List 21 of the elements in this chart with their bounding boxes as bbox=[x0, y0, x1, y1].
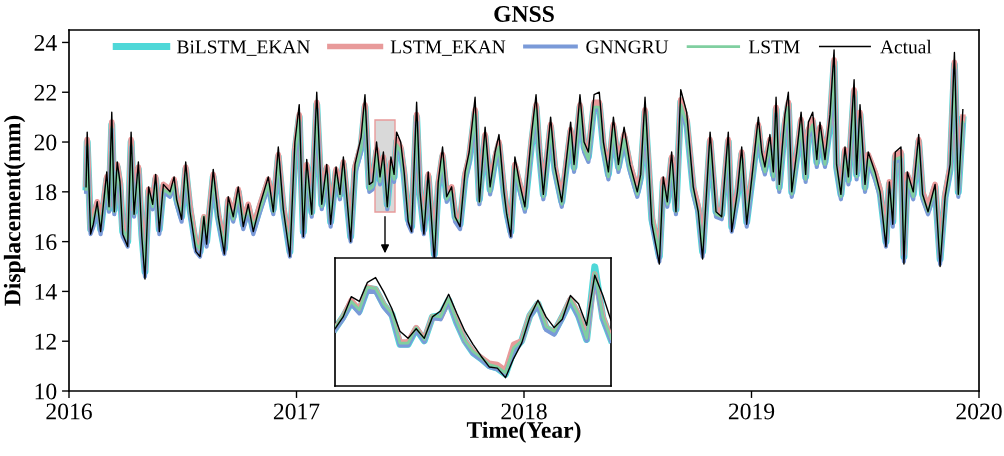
y-tick-label: 24 bbox=[34, 35, 57, 51]
x-tick-label: 2019 bbox=[728, 403, 775, 420]
y-tick-label: 14 bbox=[35, 284, 57, 300]
y-axis-title: Displacement(mm) bbox=[3, 115, 26, 306]
legend-label: Actual bbox=[880, 39, 932, 54]
legend-label: GNNGRU bbox=[586, 40, 669, 54]
x-axis-title: Time(Year) bbox=[466, 421, 581, 443]
y-tick-label: 10 bbox=[35, 383, 57, 400]
y-tick-label: 20 bbox=[34, 134, 57, 151]
x-tick-label: 2020 bbox=[956, 403, 1002, 420]
legend-label: LSTM_EKAN bbox=[390, 40, 506, 56]
legend-label: LSTM bbox=[748, 40, 800, 54]
x-tick-label: 2017 bbox=[273, 403, 320, 420]
y-tick-label: 22 bbox=[34, 84, 56, 101]
chart-title: GNSS bbox=[494, 6, 554, 22]
legend-label: BiLSTM_EKAN bbox=[177, 40, 310, 56]
y-tick-label: 18 bbox=[35, 184, 57, 201]
y-tick-label: 12 bbox=[35, 333, 56, 350]
x-tick-label: 2018 bbox=[501, 403, 547, 420]
x-tick-label: 2016 bbox=[46, 403, 92, 420]
y-tick-label: 16 bbox=[35, 234, 57, 251]
